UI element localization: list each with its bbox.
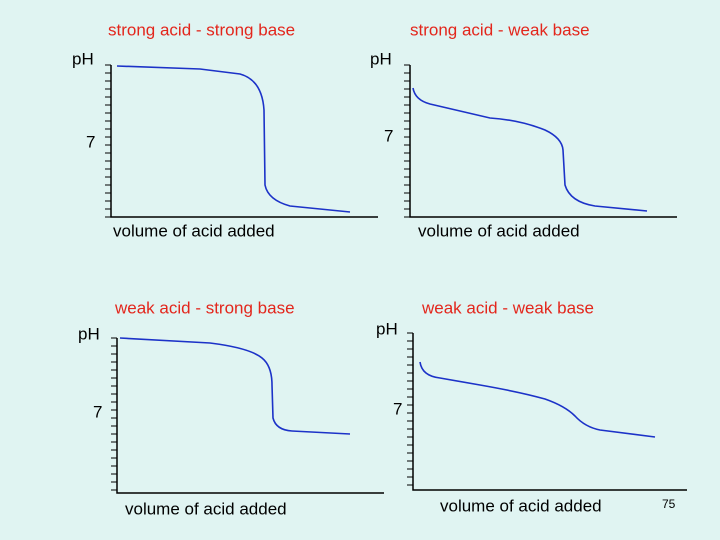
panel-title: weak acid - strong base [114,298,295,317]
panel: strong acid - weak base pH 7 volume of a… [370,20,677,240]
x-label: volume of acid added [440,496,602,515]
tick-label: 7 [93,402,102,421]
panel: weak acid - weak base pH 7 volume of aci… [376,298,687,515]
axes [116,338,384,494]
y-label: pH [72,49,94,68]
curve [116,65,351,213]
axes [110,65,378,218]
curve [119,337,351,435]
axes [409,65,677,218]
panel-title: strong acid - weak base [410,20,590,39]
y-label: pH [376,319,398,338]
tick-label: 7 [393,399,402,418]
y-label: pH [78,324,100,343]
page-number: 75 [662,497,676,511]
tick-label: 7 [384,126,393,145]
x-label: volume of acid added [113,221,275,240]
x-label: volume of acid added [418,221,580,240]
panel: weak acid - strong base pH 7 volume of a… [78,298,384,518]
panel-title: strong acid - strong base [108,20,295,39]
axes [412,333,687,491]
y-label: pH [370,49,392,68]
x-label: volume of acid added [125,499,287,518]
panel: strong acid - strong base pH 7 volume of… [72,20,378,240]
tick-label: 7 [86,132,95,151]
curve [412,87,648,212]
curve [419,361,656,438]
panel-title: weak acid - weak base [421,298,594,317]
